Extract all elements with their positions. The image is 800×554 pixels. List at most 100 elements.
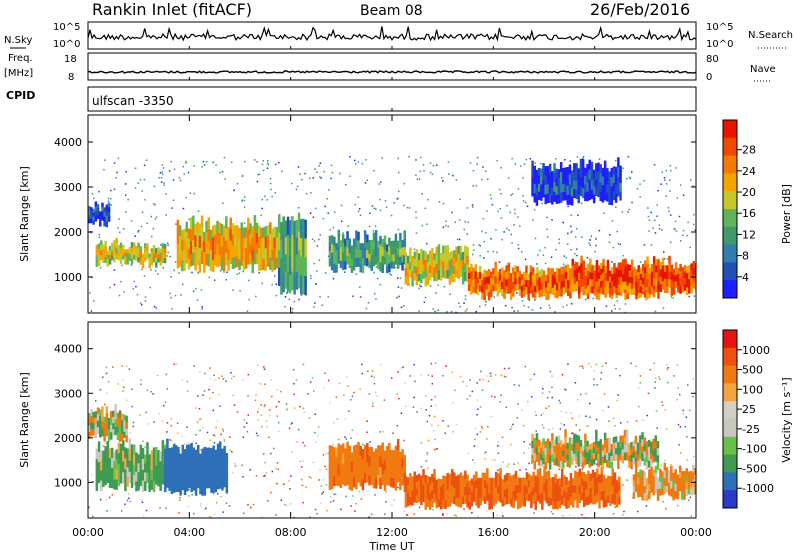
heatmap-cell xyxy=(304,276,307,296)
noise-pixel xyxy=(367,370,369,372)
heatmap-cell xyxy=(672,472,675,480)
noise-pixel xyxy=(522,177,524,179)
noise-pixel xyxy=(268,436,270,439)
heatmap-cell xyxy=(368,466,371,476)
heatmap-cell xyxy=(221,469,224,481)
noise-pixel xyxy=(397,371,399,373)
noise-pixel xyxy=(447,161,450,163)
heatmap-cell xyxy=(626,285,629,294)
noise-pixel xyxy=(367,302,370,304)
noise-pixel xyxy=(534,162,536,164)
heatmap-cell xyxy=(164,470,167,482)
heatmap-cell xyxy=(536,273,539,281)
heatmap-cell xyxy=(591,286,594,294)
heatmap-cell xyxy=(251,249,254,262)
heatmap-cell xyxy=(189,253,193,267)
heatmap-cell xyxy=(615,288,618,296)
noise-pixel xyxy=(291,182,293,185)
heatmap-cell xyxy=(531,289,535,298)
heatmap-cell xyxy=(531,178,534,188)
noise-pixel xyxy=(555,158,557,160)
heatmap-cell xyxy=(346,452,349,464)
heatmap-cell xyxy=(133,246,136,252)
heatmap-cell xyxy=(117,248,121,253)
heatmap-cell xyxy=(516,266,519,273)
heatmap-cell xyxy=(249,253,252,265)
heatmap-cell xyxy=(216,255,219,268)
noise-pixel xyxy=(459,376,462,378)
heatmap-cell xyxy=(481,479,485,487)
heatmap-cell xyxy=(266,255,270,267)
heatmap-cell xyxy=(554,499,557,509)
heatmap-cell xyxy=(161,243,165,249)
heatmap-cell xyxy=(289,238,292,257)
heatmap-cell xyxy=(409,262,412,271)
heatmap-cell xyxy=(466,255,469,265)
heatmap-cell xyxy=(490,271,493,279)
heatmap-cell xyxy=(543,483,546,493)
heatmap-cell xyxy=(128,257,132,261)
noise-pixel xyxy=(212,161,214,164)
heatmap-cell xyxy=(578,279,581,288)
heatmap-cell xyxy=(551,287,555,295)
heatmap-cell xyxy=(530,475,533,484)
noise-pixel xyxy=(250,506,252,509)
heatmap-cell xyxy=(670,488,673,497)
heatmap-cell xyxy=(646,279,649,287)
noise-pixel xyxy=(579,365,581,367)
heatmap-cell xyxy=(681,485,684,493)
heatmap-cell xyxy=(146,255,149,260)
heatmap-cell xyxy=(525,486,529,494)
heatmap-cell xyxy=(293,239,296,258)
heatmap-cell xyxy=(464,486,467,496)
noise-pixel xyxy=(477,408,479,410)
noise-pixel xyxy=(166,431,168,433)
noise-pixel xyxy=(686,436,688,438)
noise-pixel xyxy=(654,381,656,383)
noise-pixel xyxy=(143,164,146,167)
heatmap-cell xyxy=(514,470,518,479)
noise-pixel xyxy=(243,419,246,421)
noise-pixel xyxy=(476,433,479,436)
heatmap-cell xyxy=(577,458,580,467)
noise-pixel xyxy=(541,424,544,426)
noise-pixel xyxy=(423,170,425,172)
heatmap-cell xyxy=(295,254,299,273)
noise-pixel xyxy=(486,210,488,212)
heatmap-cell xyxy=(588,449,591,457)
noise-pixel xyxy=(107,197,110,200)
noise-pixel xyxy=(141,501,144,503)
heatmap-cell xyxy=(223,445,226,457)
noise-pixel xyxy=(365,159,367,161)
heatmap-cell xyxy=(554,491,557,501)
noise-pixel xyxy=(355,230,357,232)
heatmap-cell xyxy=(413,251,416,260)
noise-pixel xyxy=(398,449,401,452)
heatmap-cell xyxy=(683,471,686,479)
heatmap-cell xyxy=(681,267,684,274)
noise-pixel xyxy=(345,495,347,498)
heatmap-cell xyxy=(266,235,270,247)
heatmap-cell xyxy=(694,468,696,475)
heatmap-cell xyxy=(192,468,196,480)
heatmap-cell xyxy=(494,268,497,277)
heatmap-cell xyxy=(198,260,202,273)
heatmap-cell xyxy=(636,454,640,462)
noise-pixel xyxy=(694,229,696,231)
noise-pixel xyxy=(233,375,235,378)
nsky-tick-bottom: 10^0 xyxy=(53,39,80,50)
heatmap-cell xyxy=(544,194,547,205)
x-tick-label: 16:00 xyxy=(477,526,509,539)
heatmap-cell xyxy=(459,498,463,508)
noise-pixel xyxy=(500,374,503,377)
noise-pixel xyxy=(499,401,502,403)
heatmap-cell xyxy=(553,278,557,285)
heatmap-cell xyxy=(118,418,122,427)
heatmap-cell xyxy=(302,275,305,295)
heatmap-cell xyxy=(99,218,102,223)
heatmap-cell xyxy=(606,438,609,446)
noise-pixel xyxy=(225,380,227,382)
noise-pixel xyxy=(213,435,216,437)
noise-pixel xyxy=(325,484,328,486)
noise-pixel xyxy=(236,411,239,413)
